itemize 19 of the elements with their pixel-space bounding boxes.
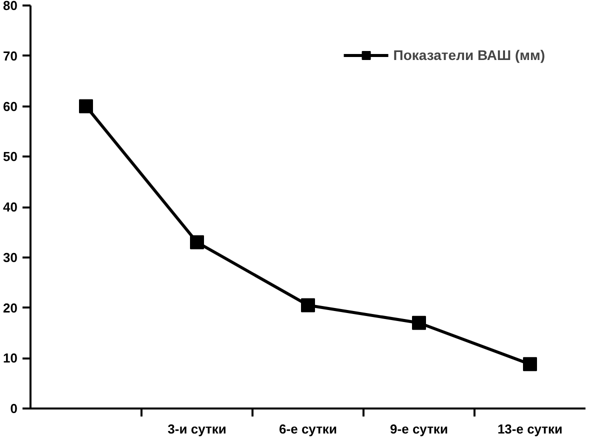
y-tick-label: 70 (3, 48, 18, 64)
x-tick-label: 13-е сутки (497, 422, 563, 436)
y-tick-label: 0 (10, 401, 18, 416)
y-tick-label: 60 (3, 98, 18, 114)
y-tick-label: 50 (3, 149, 18, 164)
legend-label: Показатели ВАШ (мм) (393, 47, 545, 63)
y-tick-label: 10 (3, 350, 18, 366)
y-tick-label: 40 (3, 200, 18, 214)
y-tick-label: 20 (3, 300, 18, 316)
point (523, 357, 537, 372)
x-tick-label: 9-е сутки (390, 422, 448, 436)
point (79, 99, 93, 114)
point (301, 298, 315, 312)
x-tick-label: 6-е сутки (279, 422, 337, 436)
point (412, 316, 426, 330)
x-tick-label: 3-и сутки (168, 422, 226, 436)
y-tick-label: 80 (3, 0, 18, 13)
point (190, 235, 204, 250)
y-tick-label: 30 (3, 250, 18, 265)
